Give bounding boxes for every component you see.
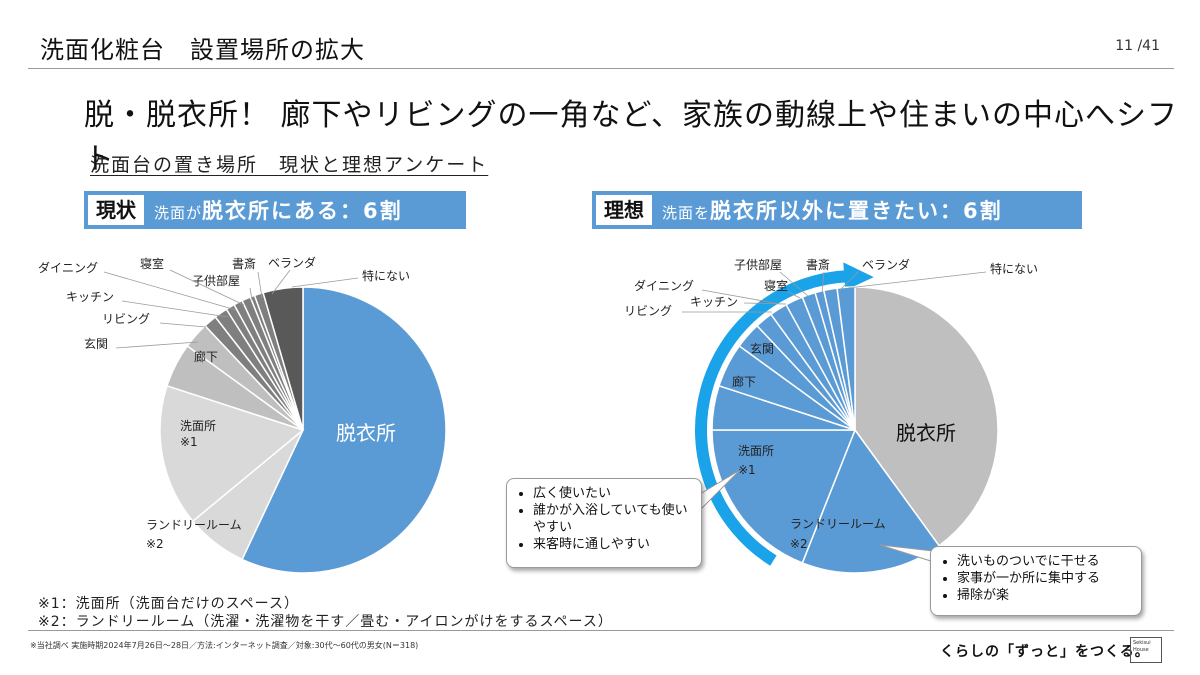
ideal-banner-text: 洗面を脱衣所以外に置きたい：6割 — [662, 195, 1003, 225]
leader-line — [291, 277, 359, 288]
callout-laundry-reasons: 洗いものついでに干せる 家事が一か所に集中する 掃除が楽 — [930, 546, 1142, 616]
label-r-shinshitsu: 寝室 — [764, 278, 788, 293]
label-r-senmenjo-note: ※1 — [738, 463, 756, 477]
current-banner: 現状 洗面が脱衣所にある：6割 — [84, 191, 466, 229]
callout-left-item: 誰かが入浴していても使いやすい — [533, 502, 691, 536]
label-rouka: 廊下 — [194, 349, 218, 364]
page-number: 11 /41 — [1115, 38, 1160, 54]
pie-slice-2 — [159, 384, 305, 523]
section-subhead: 洗面台の置き場所 現状と理想アンケート — [90, 154, 489, 176]
callout-right-item: 洗いものついでに干せる — [957, 553, 1131, 570]
label-veranda: ベランダ — [268, 255, 316, 270]
label-kodomo: 子供部屋 — [192, 273, 240, 288]
label-living: リビング — [102, 312, 150, 326]
leader-line — [257, 271, 263, 299]
pie-slice-12 — [262, 286, 304, 431]
leader-line — [701, 289, 781, 305]
footer-divider — [28, 630, 1174, 631]
leader-line — [271, 269, 291, 295]
label-shosai: 書斎 — [232, 256, 256, 271]
leader-line — [115, 341, 199, 349]
label-r-datsuijo: 脱衣所 — [896, 421, 956, 445]
label-r-laundry: ランドリールーム — [790, 517, 886, 531]
title-divider — [28, 68, 1174, 69]
current-tag: 現状 — [88, 195, 144, 225]
footnote-1: ※1：洗面所（洗面台だけのスペース） — [38, 596, 299, 612]
label-datsuijo: 脱衣所 — [336, 421, 396, 445]
label-r-laundry-note: ※2 — [790, 537, 808, 551]
current-banner-main: 脱衣所にある：6割 — [202, 199, 403, 223]
current-pie — [159, 286, 447, 574]
callout-right-item: 家事が一か所に集中する — [957, 570, 1131, 587]
headline: 脱・脱衣所！ 廊下やリビングの一角など、家族の動線上や住まいの中心へシフト — [84, 98, 1179, 177]
leader-line — [121, 300, 229, 318]
pie-slice-0 — [241, 286, 447, 574]
ideal-banner-pre: 洗面を — [662, 204, 711, 222]
label-r-shosai: 書斎 — [806, 257, 830, 272]
label-r-senmenjo: 洗面所 — [738, 444, 774, 458]
label-kitchen: キッチン — [66, 290, 114, 304]
label-r-veranda: ベランダ — [862, 257, 910, 272]
label-r-dining: ダイニング — [634, 278, 694, 293]
pie-slice-2 — [711, 429, 857, 564]
leader-line — [249, 287, 253, 301]
ideal-pie — [711, 286, 999, 574]
slide-title: 洗面化粧台 設置場所の拡大 — [40, 36, 365, 64]
callout-hallway-reasons: 広く使いたい 誰かが入浴していても使いやすい 来客時に通しやすい — [506, 478, 702, 568]
label-r-genkan: 玄関 — [750, 341, 774, 356]
leader-line — [779, 271, 809, 297]
label-senmenjo: 洗面所 — [180, 419, 216, 433]
label-shinshitsu: 寝室 — [140, 256, 164, 271]
label-r-tokuninai: 特にない — [990, 261, 1038, 276]
footnote-2: ※2：ランドリールーム（洗濯・洗濯物を干す／畳む・アイロンがけをするスペース） — [38, 614, 613, 630]
ideal-banner-main: 脱衣所以外に置きたい：6割 — [710, 199, 1003, 223]
survey-source: ※当社調べ 実施時期2024年7月26日〜28日／方法:インターネット調査／対象… — [30, 641, 419, 650]
label-dining: ダイニング — [38, 260, 98, 275]
company-logo: Sekisui House — [1130, 637, 1162, 663]
pie-slice-0 — [854, 286, 999, 547]
brand-tagline: くらしの「ずっと」をつくる。 — [940, 644, 1150, 660]
current-banner-pre: 洗面が — [154, 204, 203, 222]
ideal-banner: 理想 洗面を脱衣所以外に置きたい：6割 — [592, 191, 1082, 229]
logo-line: Sekisui — [1133, 640, 1151, 646]
leader-line — [847, 271, 987, 289]
leader-line — [169, 269, 245, 306]
callout-left-item: 来客時に通しやすい — [533, 536, 691, 553]
leader-line — [821, 271, 825, 294]
arrow-arc — [695, 270, 850, 566]
label-r-rouka: 廊下 — [732, 374, 756, 389]
shift-arrow — [695, 262, 874, 566]
label-tokuninai: 特にない — [362, 268, 410, 283]
callout-left-item: 広く使いたい — [533, 485, 691, 502]
leader-line — [159, 322, 207, 328]
arrow-head — [843, 262, 874, 291]
label-genkan: 玄関 — [84, 336, 108, 351]
logo-line: House — [1133, 647, 1149, 653]
label-r-kitchen: キッチン — [690, 295, 738, 309]
leader-line — [103, 271, 237, 311]
label-laundry-note: ※2 — [146, 537, 164, 551]
label-senmenjo-note: ※1 — [180, 435, 198, 449]
label-laundry: ランドリールーム — [146, 518, 242, 532]
label-r-kodomo: 子供部屋 — [734, 257, 782, 272]
leader-line — [787, 291, 801, 299]
label-r-living: リビング — [624, 304, 672, 318]
ideal-tag: 理想 — [596, 195, 652, 225]
leader-line — [839, 269, 861, 291]
current-banner-text: 洗面が脱衣所にある：6割 — [154, 195, 403, 225]
callout-right-item: 掃除が楽 — [957, 587, 1131, 604]
